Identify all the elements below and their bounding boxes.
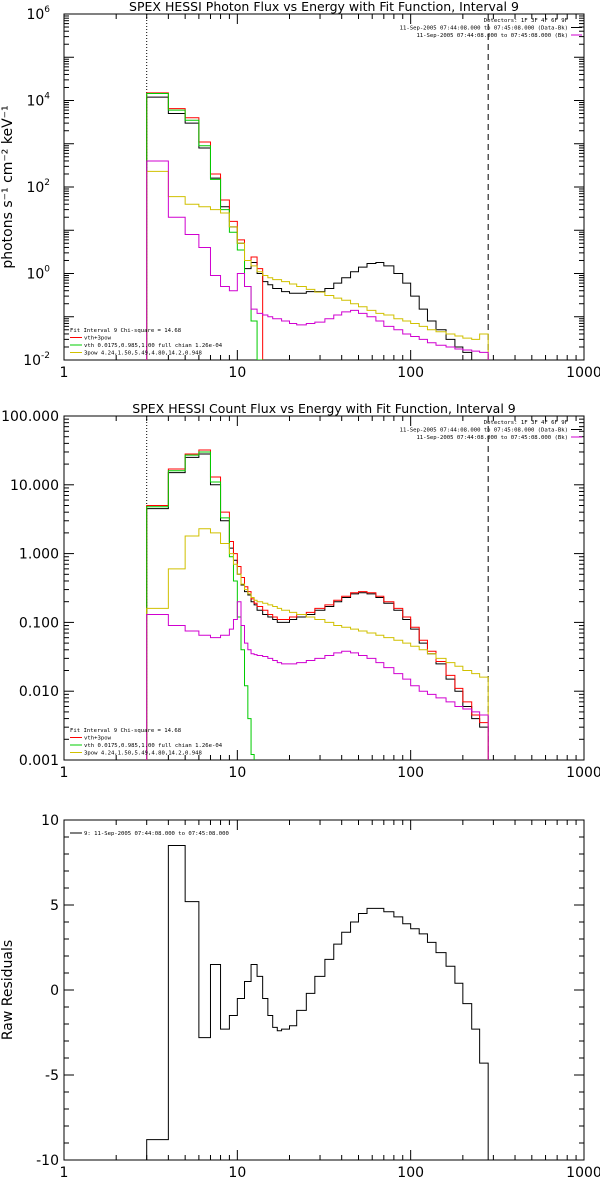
chart-panel-2: 1 10 100 1000 0.001 0.010 0.100 1.000 10.000 100.… (1, 401, 600, 781)
x-tick-label: 100 (397, 765, 424, 781)
legend-entry: 3pow 4.24,1.50,5.49,4.80,14.2,0.948 (84, 751, 203, 757)
y-tick-label: 100 (26, 265, 50, 283)
legend-entry: vth 0.0175,0.985,1.00 full chian 1.26e-0… (84, 743, 223, 749)
series-line-4 (146, 528, 489, 760)
legend-entry: 3pow 4.24,1.50,5.49,4.80,14.2,0.948 (84, 351, 203, 357)
legend-entry: Detectors: 1F 3F 4F 6F 9F (484, 18, 569, 24)
y-tick-label: 100.000 (1, 409, 59, 425)
legend-entry: vth+3pow (84, 736, 112, 742)
y-axis-label: photons s⁻¹ cm⁻² keV⁻¹ (0, 105, 16, 268)
y-axis-label: Raw Residuals (0, 940, 16, 1040)
x-tick-label: 10 (228, 765, 246, 781)
y-tick-label: 0.100 (19, 615, 59, 631)
x-tick-label: 1000 (566, 1165, 600, 1181)
chart-title: SPEX HESSI Count Flux vs Energy with Fit… (132, 401, 515, 416)
plot-frame (63, 13, 585, 361)
y-tick-label: 102 (26, 178, 50, 196)
legend-entry: 9: 11-Sep-2005 07:44:08.000 to 07:45:08.… (84, 831, 229, 837)
legend-entry: 11-Sep-2005 07:44:08.000 to 07:45:08.000… (416, 435, 568, 441)
legend-entry: 11-Sep-2005 07:44:08.000 to 07:45:08.000… (400, 26, 568, 32)
legend-entry: 11-Sep-2005 07:44:08.000 to 07:45:08.000… (400, 428, 568, 434)
x-tick-label: 100 (397, 1165, 424, 1181)
chart-panel-1: 1 10 100 1000 10-2 100 102 104 106 SPEX HESSI Pho… (0, 0, 600, 381)
legend-entry: Fit Interval 9 Chi-square = 14.68 (70, 328, 182, 334)
series-line-2 (146, 92, 264, 360)
series-line-5 (146, 160, 489, 360)
y-tick-exponent: 0 (44, 265, 50, 275)
series-line-3 (146, 451, 255, 760)
y-tick-exponent: -2 (41, 351, 50, 361)
x-tick-label: 10 (228, 1165, 246, 1181)
x-tick-label: 1 (60, 1165, 69, 1181)
y-tick-label: 10.000 (10, 478, 59, 494)
series-line-1 (146, 453, 489, 760)
legend-entry: 11-Sep-2005 07:44:08.000 to 07:45:08.000… (416, 33, 568, 39)
y-tick-exponent: 2 (44, 178, 50, 188)
chart-panel-3: 1 10 100 1000 -10 -5 0 5 10 Raw Residuals 9: 11-Se… (0, 813, 600, 1181)
y-tick-label: 10-2 (23, 351, 50, 369)
y-tick-label: -5 (45, 1068, 59, 1084)
legend-entry: Fit Interval 9 Chi-square = 14.68 (70, 728, 182, 734)
series-line-3 (146, 93, 264, 360)
x-tick-label: 1 (60, 765, 69, 781)
legend-entry: Detectors: 1F 3F 4F 6F 9F (484, 420, 569, 426)
y-tick-label: 10 (41, 813, 59, 829)
chart-title: SPEX HESSI Photon Flux vs Energy with Fi… (129, 0, 519, 14)
x-tick-label: 1000 (566, 765, 600, 781)
y-tick-label: -10 (36, 1153, 59, 1169)
series-line-2 (146, 449, 489, 760)
y-tick-label: 5 (50, 898, 59, 914)
plot-frame (63, 415, 585, 761)
plot-frame (63, 819, 585, 1161)
y-tick-label: 104 (26, 92, 50, 110)
x-tick-label: 100 (397, 365, 424, 381)
series-line-4 (146, 170, 489, 360)
series-line-5 (146, 601, 489, 760)
y-tick-label: 106 (26, 5, 50, 23)
y-tick-exponent: 6 (44, 5, 50, 15)
x-tick-label: 1000 (566, 365, 600, 381)
series-line-1 (146, 845, 489, 1160)
y-tick-label: 1.000 (19, 547, 59, 563)
x-tick-label: 1 (60, 365, 69, 381)
series-line-1 (146, 96, 481, 360)
y-tick-label: 0.001 (19, 753, 59, 769)
legend-entry: vth 0.0175,0.985,1.00 full chian 1.26e-0… (84, 343, 223, 349)
x-tick-label: 10 (228, 365, 246, 381)
y-tick-exponent: 4 (44, 92, 50, 102)
legend-entry: vth+3pow (84, 336, 112, 342)
y-tick-label: 0 (50, 983, 59, 999)
y-tick-label: 0.010 (19, 684, 59, 700)
